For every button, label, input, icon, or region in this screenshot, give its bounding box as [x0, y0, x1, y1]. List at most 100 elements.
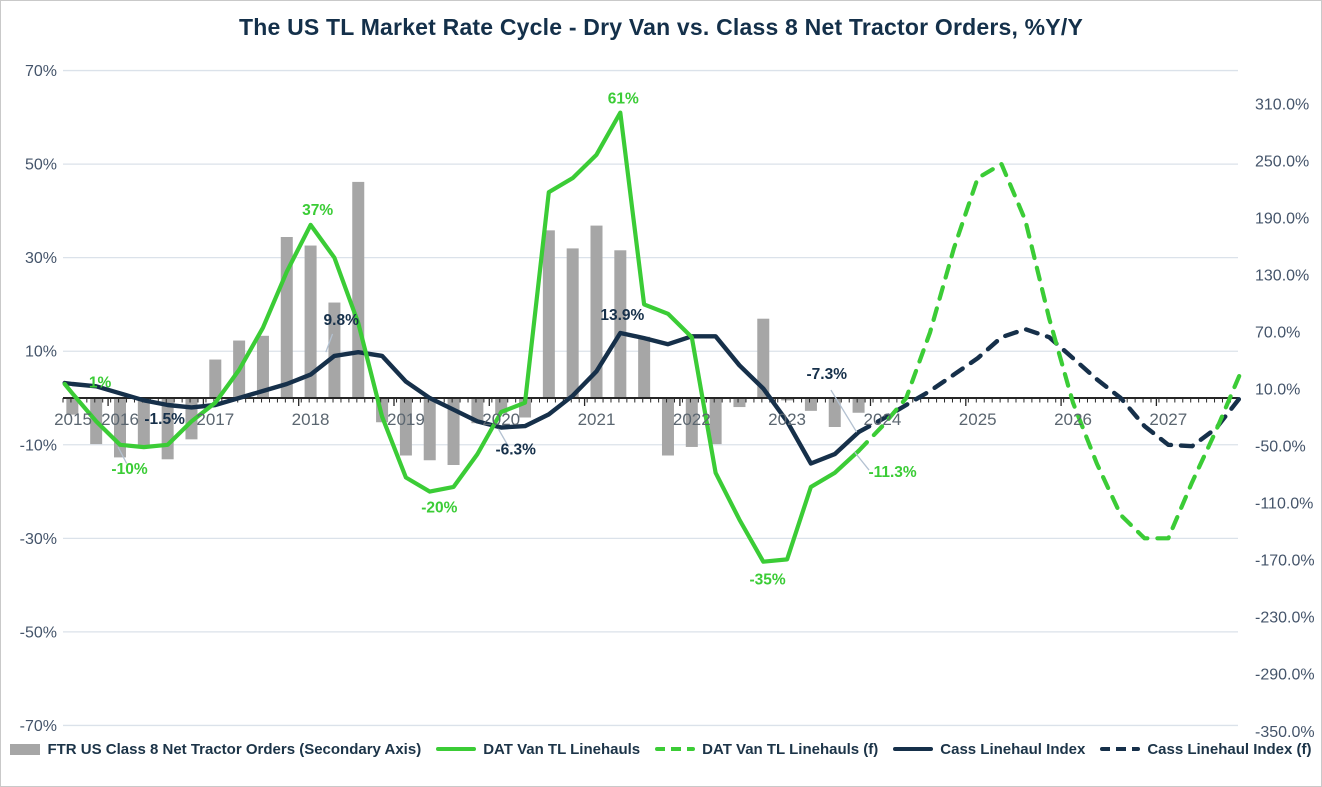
- bar: [661, 398, 674, 456]
- data-label: -35%: [749, 572, 785, 589]
- svg-text:-10%: -10%: [20, 437, 57, 454]
- year-labels: 2015 2016 2017 2018 2019 2020 2021 2022 2023 2024…: [54, 410, 1187, 429]
- bar: [447, 398, 460, 465]
- legend-item: FTR US Class 8 Net Tractor Orders (Secon…: [10, 741, 421, 758]
- svg-text:2024: 2024: [863, 410, 901, 429]
- svg-text:70.0%: 70.0%: [1255, 324, 1300, 341]
- bar: [209, 359, 222, 398]
- bar: [685, 398, 698, 447]
- bar: [757, 318, 770, 398]
- right-axis-labels: 310.0% 250.0% 190.0% 130.0% 70.0% 10.0% -50.0%…: [1255, 96, 1315, 741]
- svg-text:2017: 2017: [196, 410, 234, 429]
- svg-text:-70%: -70%: [20, 718, 57, 735]
- svg-text:2018: 2018: [292, 410, 330, 429]
- legend-label: FTR US Class 8 Net Tractor Orders (Secon…: [47, 740, 422, 758]
- data-label: -11.3%: [868, 464, 916, 481]
- svg-text:2027: 2027: [1149, 410, 1187, 429]
- data-label: -10%: [111, 461, 147, 478]
- bar: [614, 250, 627, 398]
- data-label: 61%: [608, 91, 639, 108]
- svg-text:-50%: -50%: [20, 624, 57, 641]
- data-label: -7.3%: [807, 366, 848, 383]
- dat-van-tl-linehauls-line: [62, 110, 861, 564]
- svg-text:130.0%: 130.0%: [1255, 267, 1309, 284]
- data-label: 1%: [89, 374, 112, 391]
- svg-text:2015: 2015: [54, 410, 92, 429]
- bar: [423, 398, 436, 461]
- legend-swatch-bar: [10, 743, 41, 755]
- svg-text:-230.0%: -230.0%: [1255, 610, 1315, 627]
- bar: [304, 245, 317, 398]
- svg-text:2019: 2019: [387, 410, 425, 429]
- chart-title: The US TL Market Rate Cycle - Dry Van vs…: [239, 14, 1083, 40]
- svg-text:2020: 2020: [482, 410, 520, 429]
- data-label: -20%: [421, 500, 457, 517]
- svg-text:2026: 2026: [1054, 410, 1092, 429]
- legend-swatch-dash: [655, 746, 696, 752]
- legend-swatch-line: [893, 746, 934, 752]
- legend-item: Cass Linehaul Index (f): [1100, 740, 1312, 758]
- data-label: -6.3%: [495, 441, 536, 458]
- bar: [733, 398, 746, 408]
- bar: [566, 248, 579, 398]
- legend-swatch-line: [436, 746, 477, 752]
- bar: [709, 398, 722, 445]
- bar: [852, 398, 865, 413]
- bar: [66, 398, 79, 415]
- svg-text:250.0%: 250.0%: [1255, 153, 1309, 170]
- cass-linehaul-index-line: [62, 330, 861, 466]
- svg-text:30%: 30%: [25, 250, 57, 267]
- svg-text:50%: 50%: [25, 157, 57, 174]
- bar: [328, 302, 341, 398]
- svg-text:10%: 10%: [25, 344, 57, 361]
- bar: [542, 230, 555, 398]
- legend-item: DAT Van TL Linehauls: [436, 741, 640, 758]
- legend-item: Cass Linehaul Index: [893, 741, 1085, 758]
- bar: [256, 335, 269, 398]
- tractor-orders-bars: [66, 181, 865, 465]
- bar: [352, 181, 365, 398]
- svg-text:-50.0%: -50.0%: [1255, 439, 1306, 456]
- svg-text:10.0%: 10.0%: [1255, 381, 1300, 398]
- svg-text:190.0%: 190.0%: [1255, 210, 1309, 227]
- bar: [590, 225, 603, 398]
- svg-text:2025: 2025: [959, 410, 997, 429]
- bar: [471, 398, 484, 424]
- legend-item: DAT Van TL Linehauls (f): [655, 741, 878, 758]
- legend-swatch-dash: [1100, 746, 1141, 752]
- bar: [137, 398, 150, 446]
- svg-text:-110.0%: -110.0%: [1255, 496, 1313, 513]
- bar: [399, 398, 412, 456]
- svg-text:-290.0%: -290.0%: [1255, 667, 1315, 684]
- cass-linehaul-index-f--line: [856, 327, 1243, 449]
- x-axis: [62, 397, 1238, 406]
- left-axis-labels: 70% 50% 30% 10% -10% -30% -50% -70%: [20, 63, 57, 735]
- svg-text:2016: 2016: [101, 410, 139, 429]
- data-label: 13.9%: [600, 307, 644, 324]
- svg-text:2022: 2022: [673, 410, 711, 429]
- legend-label: DAT Van TL Linehauls: [483, 740, 641, 758]
- data-label: 37%: [302, 202, 333, 219]
- svg-text:-350.0%: -350.0%: [1255, 724, 1315, 741]
- data-label: -1.5%: [144, 411, 185, 428]
- svg-text:310.0%: 310.0%: [1255, 96, 1309, 113]
- svg-text:2021: 2021: [578, 410, 616, 429]
- dat-van-tl-linehauls-f--line: [856, 162, 1242, 541]
- data-labels: 1% -10% -1.5% 37% 9.8% -20% -6.3% 61% 13.9% -35% -…: [89, 91, 917, 589]
- svg-text:2023: 2023: [768, 410, 806, 429]
- legend-label: Cass Linehaul Index (f): [1147, 740, 1312, 758]
- data-label: 9.8%: [324, 312, 360, 329]
- svg-text:70%: 70%: [25, 63, 57, 80]
- legend-label: Cass Linehaul Index: [940, 740, 1086, 758]
- svg-text:-170.0%: -170.0%: [1255, 553, 1315, 570]
- bar: [828, 398, 841, 427]
- chart-legend: FTR US Class 8 Net Tractor Orders (Secon…: [1, 734, 1321, 764]
- bar: [638, 336, 651, 398]
- svg-text:-30%: -30%: [20, 531, 57, 548]
- bar: [781, 398, 794, 401]
- leader-lines: [117, 333, 870, 471]
- bar: [804, 398, 817, 411]
- legend-label: DAT Van TL Linehauls (f): [702, 740, 879, 758]
